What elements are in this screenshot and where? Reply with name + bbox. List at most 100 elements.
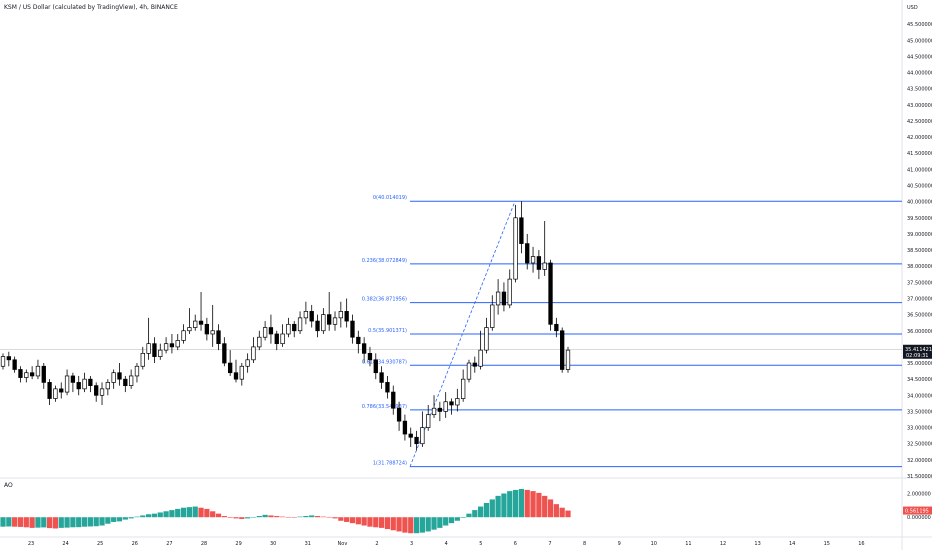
candle-up[interactable] [303, 311, 309, 319]
candle-down[interactable] [449, 401, 454, 406]
candle-up[interactable] [181, 330, 186, 341]
candle-up[interactable] [426, 414, 431, 428]
candle-up[interactable] [507, 278, 512, 306]
candle-down[interactable] [268, 327, 274, 335]
candle-up[interactable] [64, 375, 70, 393]
candle-up[interactable] [513, 217, 518, 280]
candle-up[interactable] [338, 311, 343, 319]
candle-down[interactable] [356, 336, 361, 345]
candle-up[interactable] [163, 343, 169, 351]
candle-up[interactable] [542, 262, 547, 270]
candle-down[interactable] [123, 378, 128, 386]
candle-up[interactable] [466, 362, 472, 380]
candle-up[interactable] [0, 356, 6, 367]
candle-up[interactable] [53, 388, 58, 399]
candle-down[interactable] [373, 359, 378, 374]
candle-down[interactable] [525, 243, 530, 264]
candle-up[interactable] [193, 320, 198, 328]
candle-down[interactable] [414, 436, 419, 445]
candle-down[interactable] [361, 343, 367, 354]
candle-down[interactable] [204, 323, 210, 335]
candle-down[interactable] [222, 343, 227, 364]
candle-down[interactable] [216, 330, 221, 345]
candle-up[interactable] [478, 349, 483, 367]
candle-up[interactable] [431, 407, 437, 416]
candle-down[interactable] [47, 382, 52, 399]
candle-up[interactable] [187, 327, 192, 332]
candle-up[interactable] [105, 382, 111, 390]
candle-down[interactable] [367, 353, 373, 361]
candle-up[interactable] [484, 327, 489, 351]
candle-down[interactable] [472, 362, 477, 367]
candle-up[interactable] [257, 336, 262, 348]
candle-up[interactable] [128, 375, 134, 386]
candle-down[interactable] [228, 362, 233, 374]
candle-up[interactable] [297, 317, 303, 332]
candle-up[interactable] [24, 372, 29, 378]
candle-down[interactable] [385, 382, 390, 393]
candle-up[interactable] [35, 365, 41, 377]
candle-down[interactable] [536, 256, 542, 270]
candle-down[interactable] [408, 433, 413, 438]
candle-down[interactable] [548, 262, 553, 325]
candle-up[interactable] [286, 323, 291, 335]
candle-up[interactable] [443, 401, 448, 412]
candle-down[interactable] [233, 372, 239, 380]
candle-down[interactable] [391, 391, 396, 409]
candle-down[interactable] [198, 320, 204, 325]
candle-up[interactable] [239, 365, 244, 380]
candle-up[interactable] [158, 349, 163, 357]
candle-down[interactable] [88, 378, 93, 386]
candle-down[interactable] [76, 382, 81, 390]
candle-down[interactable] [94, 385, 99, 396]
candle-down[interactable] [437, 407, 443, 412]
candle-down[interactable] [117, 372, 122, 380]
candle-up[interactable] [111, 372, 116, 383]
candle-down[interactable] [350, 320, 355, 338]
candle-up[interactable] [495, 291, 501, 306]
candle-down[interactable] [6, 356, 11, 361]
candle-up[interactable] [99, 388, 105, 396]
candle-up[interactable] [530, 256, 536, 264]
candle-up[interactable] [251, 346, 256, 361]
candle-up[interactable] [146, 343, 151, 354]
candle-up[interactable] [134, 365, 140, 377]
candle-down[interactable] [41, 365, 46, 383]
candle-up[interactable] [280, 333, 285, 345]
candle-up[interactable] [262, 327, 268, 338]
candle-up[interactable] [332, 317, 338, 325]
candle-down[interactable] [327, 314, 332, 325]
candle-down[interactable] [70, 375, 76, 383]
candle-up[interactable] [82, 378, 87, 390]
candle-up[interactable] [565, 349, 571, 370]
candle-down[interactable] [274, 333, 279, 345]
candle-up[interactable] [210, 330, 215, 335]
candle-down[interactable] [554, 323, 559, 332]
candle-up[interactable] [460, 378, 466, 399]
candle-down[interactable] [315, 320, 320, 332]
candle-up[interactable] [420, 427, 425, 445]
candle-up[interactable] [175, 340, 180, 348]
candle-down[interactable] [152, 343, 157, 357]
candle-up[interactable] [321, 314, 326, 332]
candle-down[interactable] [59, 388, 64, 393]
candle-up[interactable] [455, 398, 460, 406]
candle-down[interactable] [501, 291, 507, 306]
candle-down[interactable] [29, 372, 35, 377]
candle-up[interactable] [490, 304, 495, 328]
candle-down[interactable] [402, 420, 408, 435]
candle-up[interactable] [245, 359, 250, 367]
candle-down[interactable] [169, 343, 175, 348]
candle-down[interactable] [396, 407, 402, 422]
candle-up[interactable] [140, 353, 145, 367]
candle-down[interactable] [519, 217, 524, 244]
candle-down[interactable] [560, 330, 565, 370]
candle-down[interactable] [12, 359, 17, 370]
candle-down[interactable] [18, 369, 23, 378]
candle-down[interactable] [309, 311, 314, 322]
candle-down[interactable] [379, 372, 384, 383]
candle-down[interactable] [292, 323, 297, 332]
candle-down[interactable] [344, 311, 349, 322]
